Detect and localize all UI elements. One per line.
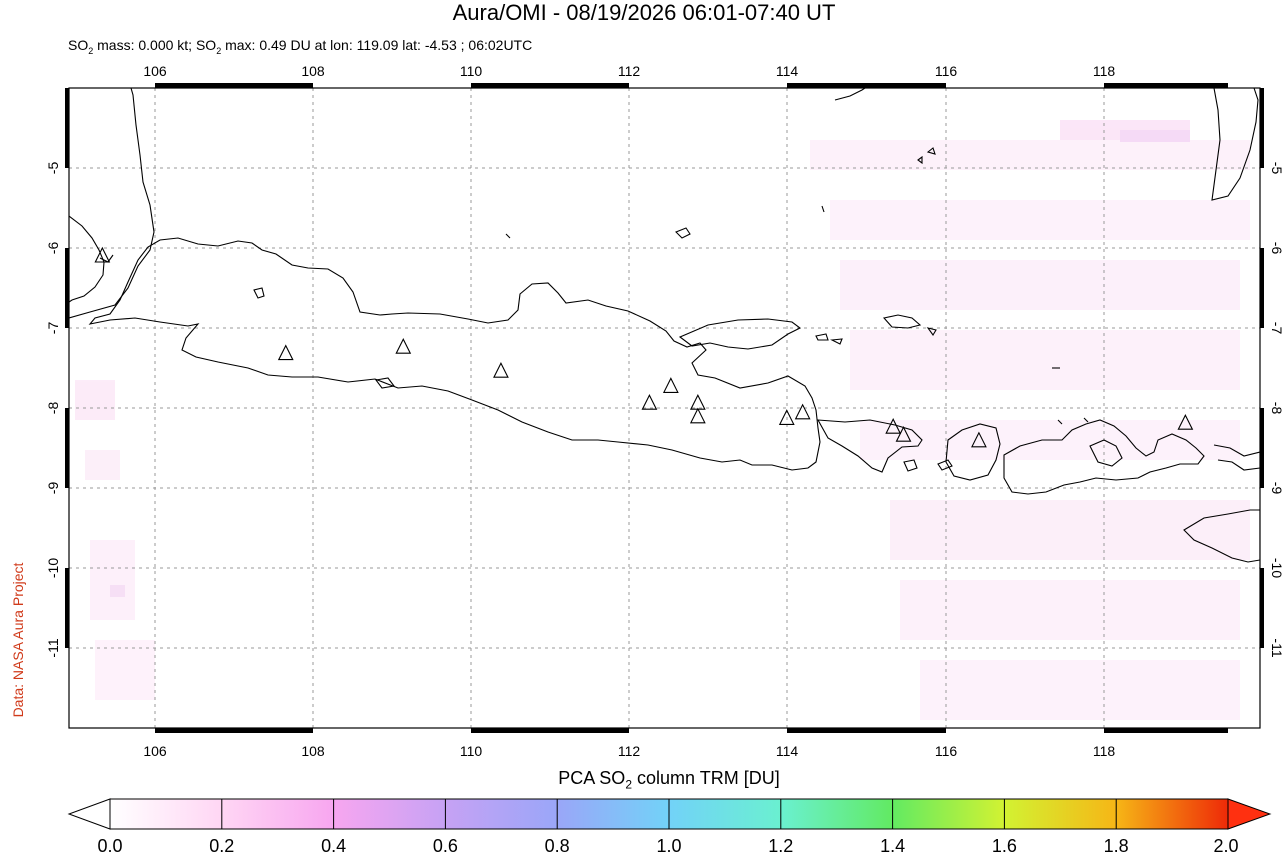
colorbar-over-arrow bbox=[1227, 798, 1272, 830]
volcano-marker-icon bbox=[662, 377, 679, 393]
lon-tick-label: 112 bbox=[618, 63, 641, 79]
colorbar-tick-label: 1.2 bbox=[768, 836, 793, 855]
lat-tick-label: -7 bbox=[1269, 322, 1285, 335]
colorbar-tick-label: 0.8 bbox=[545, 836, 570, 855]
lat-tick-label: -7 bbox=[45, 322, 61, 335]
colorbar-tick-label: 0.4 bbox=[321, 836, 346, 855]
volcano-marker-icon bbox=[493, 361, 509, 378]
lon-labels-top: 106 108 110 112 114 116 118 bbox=[143, 63, 1115, 79]
volcano-markers bbox=[94, 246, 1194, 448]
lat-tick-label: -5 bbox=[45, 162, 61, 175]
map-title: Aura/OMI - 08/19/2026 06:01-07:40 UT bbox=[452, 0, 836, 25]
lon-tick-label: 118 bbox=[1093, 63, 1116, 79]
lon-tick-label: 114 bbox=[776, 63, 799, 79]
lon-tick-label: 110 bbox=[460, 63, 483, 79]
colorbar-tick-label: 0.6 bbox=[433, 836, 458, 855]
colorbar-tick-label: 1.6 bbox=[992, 836, 1017, 855]
lat-tick-label: -8 bbox=[1269, 402, 1285, 415]
lon-tick-label: 118 bbox=[1093, 743, 1116, 759]
lat-tick-label: -11 bbox=[45, 638, 61, 657]
volcano-marker-icon bbox=[1177, 413, 1194, 430]
volcano-marker-icon bbox=[277, 344, 294, 361]
colorbar-under-arrow bbox=[67, 798, 111, 830]
lon-labels-bottom: 106 108 110 112 114 116 118 bbox=[143, 743, 1115, 759]
colorbar-tick-label: 1.0 bbox=[656, 836, 681, 855]
lon-tick-label: 114 bbox=[776, 743, 799, 759]
colorbar-tick-label: 2.0 bbox=[1213, 836, 1238, 855]
lat-tick-label: -6 bbox=[45, 242, 61, 255]
lat-tick-label: -11 bbox=[1269, 638, 1285, 657]
lat-labels-right: -5 -6 -7 -8 -9 -10 -11 bbox=[1269, 162, 1285, 658]
lat-labels-left: -5 -6 -7 -8 -9 -10 -11 bbox=[45, 162, 61, 658]
graticule bbox=[69, 88, 1260, 728]
colorbar-title: PCA SO2 column TRM [DU] bbox=[558, 768, 780, 792]
lat-tick-label: -5 bbox=[1269, 162, 1285, 175]
colorbar-tick-label: 1.4 bbox=[880, 836, 905, 855]
coastlines bbox=[69, 88, 1260, 563]
so2-pixel-layer bbox=[75, 120, 1250, 720]
colorbar-tick-label: 0.2 bbox=[209, 836, 234, 855]
lat-tick-label: -9 bbox=[45, 482, 61, 495]
volcano-marker-icon bbox=[971, 431, 987, 448]
colorbar-tick-label: 1.8 bbox=[1104, 836, 1129, 855]
colorbar-tick-label: 0.0 bbox=[97, 836, 122, 855]
volcano-marker-icon bbox=[641, 393, 658, 410]
volcano-marker-icon bbox=[895, 425, 912, 442]
lon-tick-label: 110 bbox=[460, 743, 483, 759]
so2-stats-subtitle: SO2 mass: 0.000 kt; SO2 max: 0.49 DU at … bbox=[68, 37, 533, 56]
volcano-marker-icon bbox=[885, 417, 902, 434]
lat-tick-label: -9 bbox=[1269, 482, 1285, 495]
lat-tick-label: -6 bbox=[1269, 242, 1285, 255]
lat-tick-label: -10 bbox=[45, 558, 61, 578]
volcano-marker-icon bbox=[689, 407, 706, 424]
volcano-marker-icon bbox=[689, 393, 706, 410]
volcano-marker-icon bbox=[395, 337, 412, 354]
lat-tick-label: -10 bbox=[1269, 558, 1285, 578]
frame-scale-bars bbox=[65, 83, 1264, 733]
lon-tick-label: 112 bbox=[618, 743, 641, 759]
lon-tick-label: 108 bbox=[301, 63, 325, 79]
lat-tick-label: -8 bbox=[45, 402, 61, 415]
lon-tick-label: 116 bbox=[935, 743, 958, 759]
lon-tick-label: 116 bbox=[935, 63, 958, 79]
lon-tick-label: 106 bbox=[143, 743, 167, 759]
volcano-marker-icon bbox=[94, 246, 111, 263]
lon-tick-label: 106 bbox=[143, 63, 167, 79]
volcano-marker-icon bbox=[794, 403, 811, 420]
colorbar: 0.0 0.2 0.4 0.6 0.8 1.0 1.2 1.4 1.6 1.8 … bbox=[67, 798, 1272, 855]
colorbar-labels: 0.0 0.2 0.4 0.6 0.8 1.0 1.2 1.4 1.6 1.8 … bbox=[97, 836, 1238, 855]
volcano-marker-icon bbox=[778, 409, 795, 425]
lon-tick-label: 108 bbox=[301, 743, 325, 759]
